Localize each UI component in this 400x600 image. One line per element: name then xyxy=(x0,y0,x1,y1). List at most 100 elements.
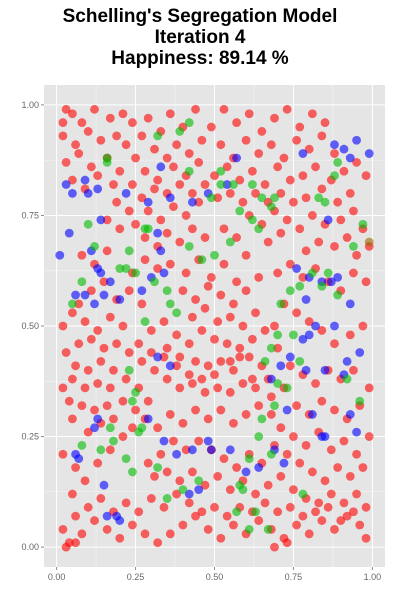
data-point xyxy=(162,286,172,296)
data-point xyxy=(282,383,292,393)
data-point xyxy=(58,525,68,534)
data-point xyxy=(165,299,175,309)
data-point xyxy=(210,171,219,181)
data-point xyxy=(307,109,317,119)
data-point xyxy=(317,184,327,194)
data-point xyxy=(118,109,128,119)
data-point xyxy=(317,326,327,335)
data-point xyxy=(105,312,115,322)
data-point xyxy=(289,330,298,340)
data-point xyxy=(115,224,125,234)
data-point xyxy=(96,268,106,278)
data-point xyxy=(213,471,223,481)
data-point xyxy=(285,352,295,362)
data-point xyxy=(90,405,99,415)
data-point xyxy=(219,454,229,464)
data-point xyxy=(298,171,308,181)
data-point xyxy=(254,463,264,472)
data-point xyxy=(172,308,182,318)
data-point xyxy=(143,113,153,123)
data-point xyxy=(292,135,301,145)
data-point xyxy=(241,135,251,145)
data-point xyxy=(191,295,200,304)
data-point xyxy=(298,511,308,521)
data-point xyxy=(361,277,371,287)
data-point xyxy=(74,339,84,349)
data-point xyxy=(109,365,118,375)
data-point xyxy=(162,494,172,503)
data-point xyxy=(254,149,264,158)
data-point xyxy=(90,516,99,525)
data-point xyxy=(266,140,276,150)
data-point xyxy=(355,396,365,406)
data-point xyxy=(165,410,175,419)
data-point xyxy=(339,436,349,446)
data-point xyxy=(232,118,242,127)
data-point xyxy=(137,356,147,366)
data-point xyxy=(121,498,131,508)
data-point xyxy=(115,516,125,525)
data-point xyxy=(358,321,368,331)
data-point xyxy=(115,166,125,176)
data-point xyxy=(181,268,191,278)
data-point xyxy=(330,140,339,150)
data-point xyxy=(153,463,163,472)
data-point xyxy=(266,343,276,353)
data-point xyxy=(276,361,286,371)
data-point xyxy=(96,356,106,366)
data-point xyxy=(251,188,260,198)
data-point xyxy=(200,233,210,242)
data-point xyxy=(276,188,286,198)
y-tick-label: 0.75 xyxy=(21,210,39,220)
data-point xyxy=(146,326,156,335)
data-point xyxy=(349,268,358,278)
data-point xyxy=(273,507,283,517)
data-point xyxy=(187,445,197,455)
data-point xyxy=(289,197,298,207)
data-point xyxy=(140,317,150,326)
data-point xyxy=(159,268,169,278)
data-point xyxy=(184,166,194,176)
data-point xyxy=(301,246,311,256)
data-point xyxy=(165,361,175,371)
data-point xyxy=(68,188,77,198)
data-point xyxy=(225,387,235,397)
data-point xyxy=(285,286,295,296)
data-point xyxy=(140,529,150,539)
data-point xyxy=(55,250,65,260)
data-point xyxy=(178,418,188,428)
data-point xyxy=(197,374,207,384)
data-point xyxy=(330,149,339,158)
data-point xyxy=(298,489,308,499)
data-point xyxy=(146,348,156,357)
data-point xyxy=(235,175,245,185)
data-point xyxy=(251,507,260,517)
data-point xyxy=(187,197,197,207)
data-point xyxy=(115,533,125,543)
data-point xyxy=(304,317,314,326)
data-point xyxy=(336,215,346,225)
data-point xyxy=(93,326,103,335)
data-point xyxy=(330,525,339,534)
data-point xyxy=(244,352,254,362)
data-point xyxy=(200,180,210,189)
data-point xyxy=(342,356,352,366)
data-point xyxy=(314,498,324,508)
data-point xyxy=(330,405,339,415)
data-point xyxy=(109,414,118,424)
data-point xyxy=(153,352,163,362)
data-point xyxy=(352,489,361,499)
data-point xyxy=(83,219,93,229)
data-point xyxy=(68,374,77,384)
data-point xyxy=(361,171,371,181)
data-point xyxy=(68,109,77,119)
data-point xyxy=(71,140,80,150)
data-point xyxy=(156,162,166,172)
data-point xyxy=(102,525,112,534)
data-point xyxy=(273,379,283,388)
data-point xyxy=(222,162,232,172)
chart-title-line-1: Schelling's Segregation Model xyxy=(62,6,338,27)
data-point xyxy=(260,326,270,335)
data-point xyxy=(83,427,93,437)
data-point xyxy=(187,224,197,234)
